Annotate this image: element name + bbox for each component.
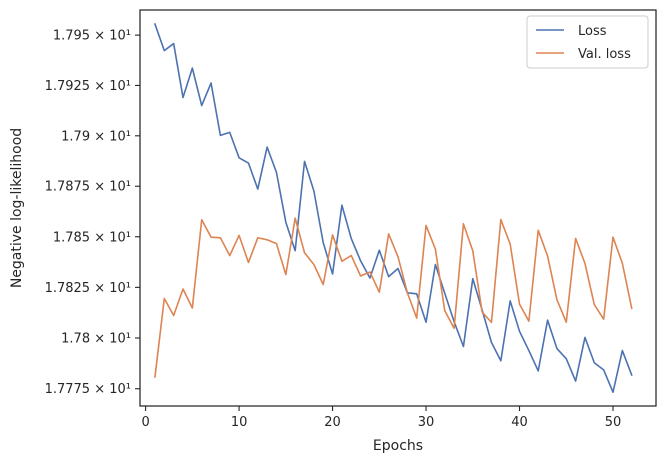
x-tick-label: 50 [605,415,622,430]
y-tick-label: 1.78 × 10¹ [61,332,131,347]
axis-ticks: 0 10 20 30 40 50 1.7775 × 10¹ 1.78 × 10¹ 1.7825 … [45,29,622,430]
legend: Loss Val. loss [526,15,649,69]
x-tick-label: 20 [324,415,341,430]
x-tick-label: 0 [141,415,149,430]
y-tick-label: 1.795 × 10¹ [53,29,131,44]
legend-entry-label: Val. loss [578,47,631,62]
x-tick-label: 10 [231,415,248,430]
y-tick-label: 1.7775 × 10¹ [45,382,131,397]
y-axis-label: Negative log-likelihood [9,128,25,288]
y-tick-label: 1.7925 × 10¹ [45,79,131,94]
series-line-val-loss [154,217,633,378]
x-axis-label: Epochs [373,438,423,454]
x-tick-label: 40 [511,415,528,430]
y-tick-label: 1.7825 × 10¹ [45,281,131,296]
plot-lines [153,23,633,393]
legend-entry-label: Loss [578,24,607,39]
x-tick-label: 30 [418,415,435,430]
series-line-loss [153,23,633,393]
plot-frame [139,9,657,407]
legend-box [526,15,649,69]
y-tick-label: 1.7875 × 10¹ [45,180,131,195]
y-tick-label: 1.785 × 10¹ [53,230,131,245]
y-tick-label: 1.79 × 10¹ [61,129,131,144]
